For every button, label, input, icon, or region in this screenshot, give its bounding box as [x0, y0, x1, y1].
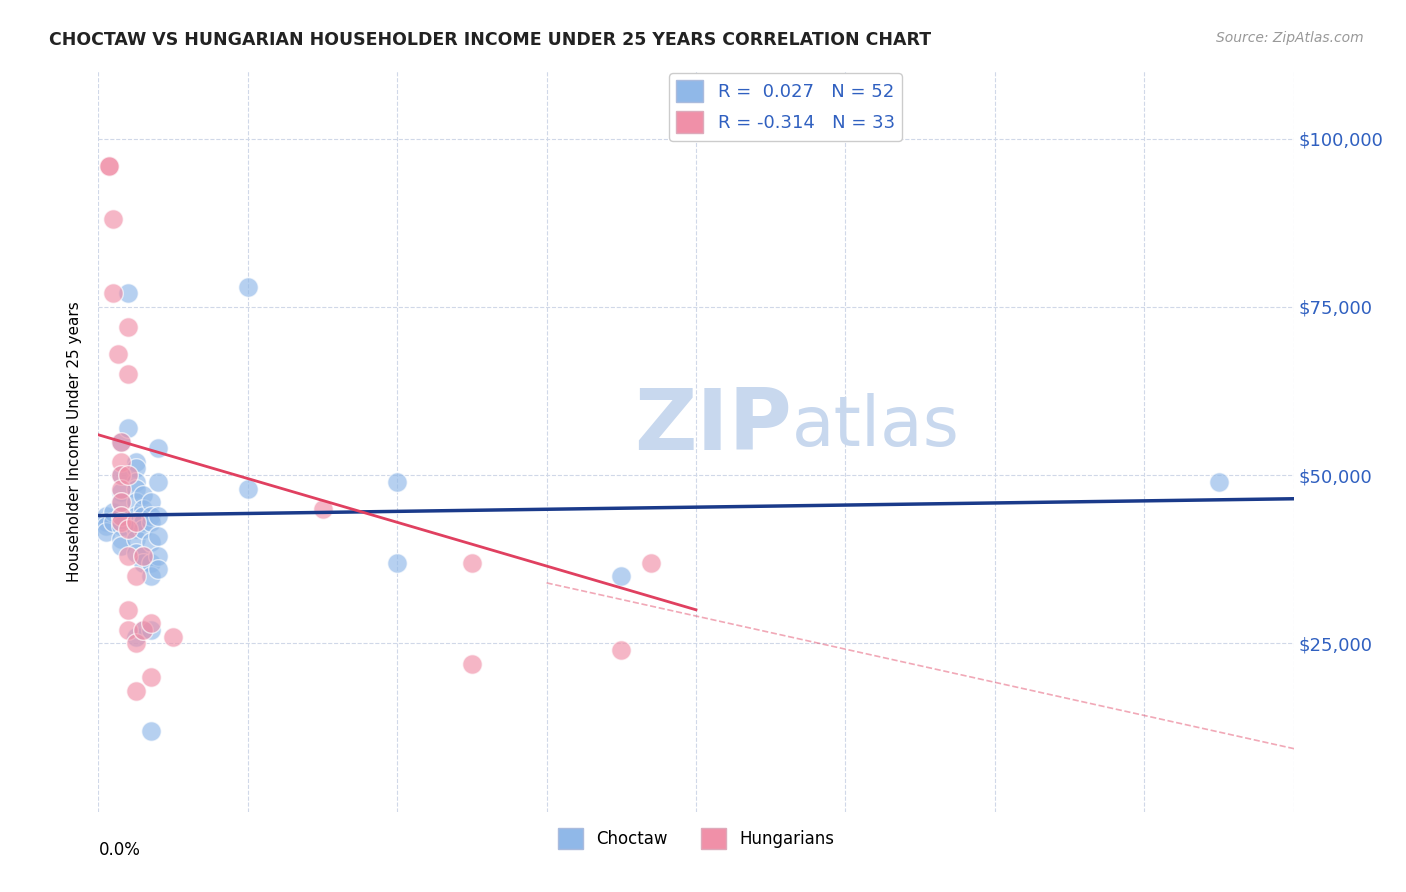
Point	[110, 495, 132, 509]
Point	[385, 475, 409, 489]
Point	[139, 508, 162, 523]
Legend: Choctaw, Hungarians: Choctaw, Hungarians	[551, 822, 841, 855]
Point	[110, 434, 132, 449]
Point	[236, 482, 259, 496]
Point	[125, 516, 148, 530]
Point	[97, 159, 120, 173]
Point	[132, 623, 155, 637]
Text: atlas: atlas	[792, 393, 959, 460]
Point	[107, 347, 129, 361]
Point	[132, 508, 155, 523]
Point	[117, 468, 139, 483]
Point	[139, 670, 162, 684]
Point	[125, 516, 148, 530]
Point	[125, 508, 148, 523]
Point	[139, 535, 162, 549]
Point	[103, 505, 125, 519]
Point	[139, 556, 162, 570]
Point	[94, 508, 117, 523]
Point	[125, 683, 148, 698]
Point	[610, 643, 633, 657]
Point	[103, 286, 125, 301]
Point	[125, 636, 148, 650]
Point	[117, 320, 139, 334]
Point	[110, 539, 132, 553]
Point	[125, 532, 148, 546]
Point	[132, 549, 155, 563]
Point	[117, 368, 139, 382]
Point	[125, 482, 148, 496]
Point	[94, 518, 117, 533]
Point	[110, 508, 132, 523]
Point	[110, 518, 132, 533]
Point	[139, 623, 162, 637]
Point	[125, 475, 148, 489]
Text: ZIP: ZIP	[634, 385, 792, 468]
Point	[139, 569, 162, 583]
Text: CHOCTAW VS HUNGARIAN HOUSEHOLDER INCOME UNDER 25 YEARS CORRELATION CHART: CHOCTAW VS HUNGARIAN HOUSEHOLDER INCOME …	[49, 31, 931, 49]
Point	[97, 159, 120, 173]
Point	[110, 482, 132, 496]
Point	[148, 442, 170, 456]
Point	[148, 549, 170, 563]
Point	[103, 516, 125, 530]
Point	[132, 549, 155, 563]
Point	[110, 495, 132, 509]
Point	[132, 623, 155, 637]
Point	[110, 468, 132, 483]
Text: 0.0%: 0.0%	[98, 841, 141, 859]
Point	[139, 616, 162, 631]
Point	[385, 556, 409, 570]
Y-axis label: Householder Income Under 25 years: Householder Income Under 25 years	[67, 301, 83, 582]
Point	[139, 495, 162, 509]
Point	[125, 546, 148, 560]
Point	[132, 516, 155, 530]
Point	[125, 630, 148, 644]
Point	[1208, 475, 1230, 489]
Point	[110, 468, 132, 483]
Point	[132, 556, 155, 570]
Point	[125, 569, 148, 583]
Point	[162, 630, 184, 644]
Point	[110, 516, 132, 530]
Point	[132, 488, 155, 502]
Point	[103, 212, 125, 227]
Point	[148, 508, 170, 523]
Point	[236, 279, 259, 293]
Point	[461, 556, 484, 570]
Point	[125, 522, 148, 536]
Point	[125, 455, 148, 469]
Point	[117, 286, 139, 301]
Point	[110, 455, 132, 469]
Point	[610, 569, 633, 583]
Point	[117, 421, 139, 435]
Point	[148, 562, 170, 576]
Point	[311, 501, 333, 516]
Point	[461, 657, 484, 671]
Point	[640, 556, 662, 570]
Point	[110, 434, 132, 449]
Point	[132, 501, 155, 516]
Point	[110, 485, 132, 500]
Point	[117, 549, 139, 563]
Point	[148, 475, 170, 489]
Point	[110, 508, 132, 523]
Point	[117, 522, 139, 536]
Point	[139, 516, 162, 530]
Point	[132, 522, 155, 536]
Point	[125, 495, 148, 509]
Point	[110, 532, 132, 546]
Point	[148, 529, 170, 543]
Point	[139, 723, 162, 738]
Point	[117, 623, 139, 637]
Point	[94, 516, 117, 530]
Point	[117, 603, 139, 617]
Point	[94, 525, 117, 540]
Point	[125, 461, 148, 475]
Text: Source: ZipAtlas.com: Source: ZipAtlas.com	[1216, 31, 1364, 45]
